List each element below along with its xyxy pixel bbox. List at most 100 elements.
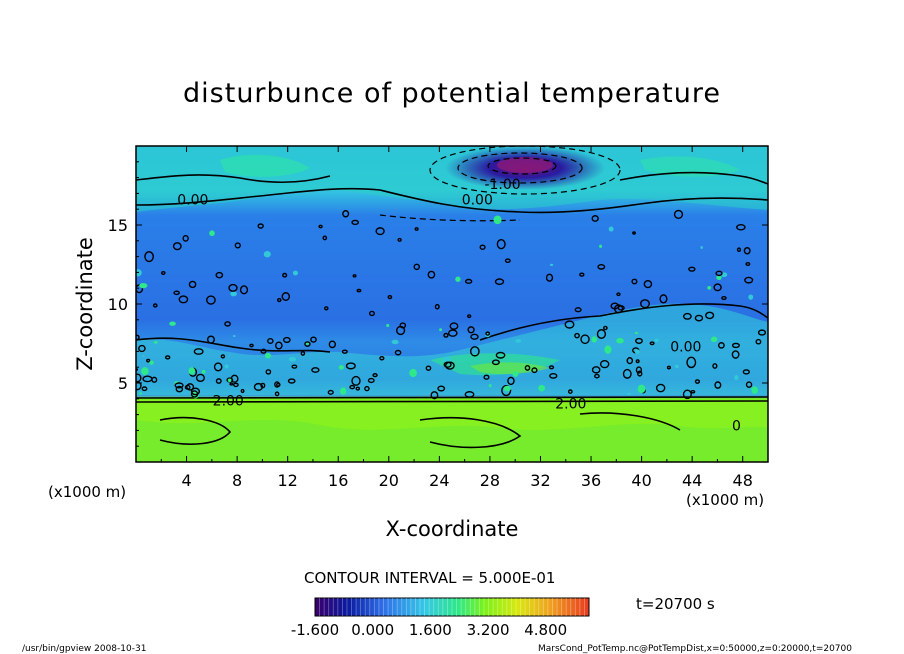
y-axis-label: Z-coordinate [73, 237, 97, 371]
turbulence-speckle [503, 385, 512, 392]
turbulence-speckle [470, 333, 479, 340]
turbulence-speckle [721, 296, 727, 301]
contour-label: 2.00 [555, 397, 586, 413]
turbulence-speckle [257, 223, 264, 229]
turbulence-speckle [626, 392, 631, 396]
turbulence-speckle [375, 227, 385, 236]
turbulence-speckle [164, 355, 171, 360]
turbulence-speckle [567, 389, 573, 394]
turbulence-speckle [264, 352, 271, 359]
turbulence-speckle [364, 385, 370, 392]
turbulence-speckle [175, 385, 184, 393]
turbulence-speckle [496, 239, 506, 250]
turbulence-speckle [626, 357, 634, 365]
contour-interval-label: CONTOUR INTERVAL = 5.000E-01 [304, 569, 555, 587]
turbulence-speckle [501, 384, 512, 397]
x-tick-label: 48 [733, 471, 753, 490]
turbulence-speckle [394, 349, 402, 356]
turbulence-speckle [414, 227, 419, 231]
turbulence-speckle [173, 290, 180, 296]
mid-green-streak-2 [470, 362, 550, 375]
turbulence-speckle [195, 373, 205, 383]
turbulence-speckle [182, 235, 189, 242]
turbulence-speckle [488, 384, 492, 388]
colorbar-tick-label: 1.600 [409, 621, 452, 639]
turbulence-speckle [341, 349, 348, 354]
turbulence-speckle [538, 384, 546, 392]
turbulence-speckle [174, 382, 184, 389]
turbulence-speckle [215, 271, 224, 279]
turbulence-speckle [491, 359, 500, 366]
turbulence-speckle [464, 278, 473, 284]
contour-label: 2.00 [213, 393, 244, 409]
colorbar [314, 597, 590, 617]
turbulence-speckle [229, 382, 234, 386]
turbulence-speckle [688, 266, 696, 272]
colorbar-tick-label: -1.600 [291, 621, 339, 639]
turbulence-speckle [206, 295, 216, 305]
turbulence-speckle [349, 384, 356, 390]
turbulence-speckle [682, 312, 692, 320]
turbulence-speckle [707, 286, 712, 290]
turbulence-speckle [399, 322, 407, 329]
turbulence-speckle [455, 276, 461, 282]
turbulence-speckle [287, 378, 296, 384]
turbulence-speckle [311, 367, 320, 373]
turbulence-speckle [545, 273, 554, 282]
turbulence-speckle [146, 358, 151, 363]
footer-left: /usr/bin/gpview 2008-10-31 [22, 644, 146, 654]
turbulence-speckle [186, 383, 195, 391]
turbulence-speckle [387, 294, 393, 300]
turbulence-speckle [260, 348, 267, 354]
turbulence-speckle [409, 368, 417, 378]
turbulence-speckle [659, 294, 668, 304]
turbulence-speckle [674, 364, 679, 369]
turbulence-speckle [512, 371, 519, 377]
turbulence-speckle [483, 374, 490, 380]
turbulence-speckle [634, 331, 639, 335]
turbulence-speckle [209, 230, 215, 237]
turbulence-speckle [230, 291, 237, 297]
y-tick-label: 5 [118, 374, 128, 393]
turbulence-speckle [604, 345, 612, 354]
turbulence-speckle [249, 343, 254, 348]
turbulence-speckle [654, 338, 659, 343]
turbulence-speckle [169, 321, 176, 326]
turbulence-speckle [591, 336, 597, 343]
turbulent-speckles [136, 209, 767, 400]
turbulence-speckle [338, 365, 344, 370]
turbulence-speckle [736, 223, 746, 231]
turbulence-speckle [324, 306, 329, 311]
turbulence-speckle [467, 326, 475, 334]
turbulence-speckle [616, 337, 624, 344]
turbulence-speckle [507, 376, 515, 386]
turbulence-speckle [731, 342, 740, 349]
contour-label: 0 [732, 419, 741, 435]
turbulence-speckle [579, 272, 585, 277]
colorbar-tick-label: 0.000 [351, 621, 394, 639]
turbulence-speckle [443, 332, 449, 338]
turbulence-speckle [635, 366, 643, 374]
turbulence-speckle [700, 246, 703, 249]
turbulence-speckle [434, 303, 440, 310]
turbulence-speckle [479, 244, 486, 250]
turbulence-speckle [599, 244, 603, 248]
turbulence-speckle [574, 307, 582, 313]
turbulence-speckle [227, 378, 232, 383]
turbulence-speckle [734, 375, 739, 381]
turbulence-speckle [220, 354, 226, 359]
turbulence-speckle [574, 332, 580, 339]
turbulence-speckle [549, 372, 558, 379]
footer-right: MarsCond_PotTemp.nc@PotTempDist,x=0:5000… [538, 644, 852, 654]
y-tick-label: 10 [108, 295, 128, 314]
x-tick-label: 32 [530, 471, 550, 490]
x-tick-label: 16 [328, 471, 348, 490]
turbulence-speckle [340, 387, 347, 395]
turbulence-speckle [282, 336, 291, 344]
contour-label: -1.00 [484, 177, 520, 193]
turbulence-speckle [608, 226, 614, 232]
turbulence-speckle [591, 215, 599, 222]
turbulence-speckle [213, 362, 223, 372]
turbulence-speckle [292, 270, 299, 276]
